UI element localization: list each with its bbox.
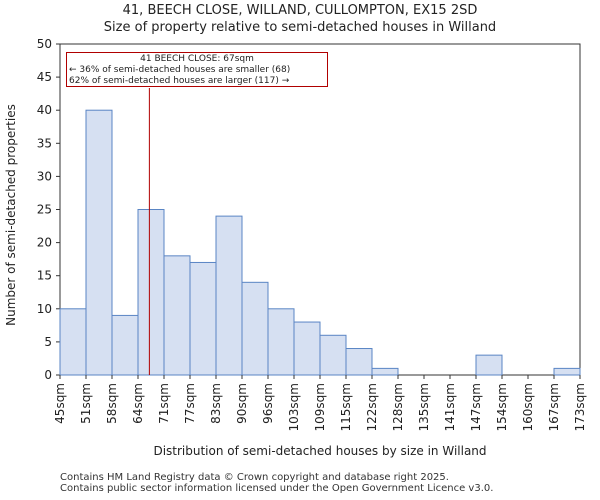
x-tick-label: 71sqm (157, 383, 171, 424)
histogram-bar (319, 334, 347, 376)
x-tick-label: 160sqm (521, 383, 535, 431)
x-tick-label: 135sqm (417, 383, 431, 431)
histogram-bar (85, 109, 113, 376)
histogram-bar (371, 367, 399, 376)
y-tick-label: 15 (37, 269, 52, 283)
x-tick-label: 173sqm (573, 383, 587, 431)
histogram-bar (553, 367, 581, 376)
histogram-bar (293, 321, 321, 376)
histogram-bar (345, 348, 373, 376)
footer-line-2: Contains public sector information licen… (60, 483, 494, 494)
annotation-smaller: ← 36% of semi-detached houses are smalle… (69, 65, 291, 75)
histogram-bar (137, 209, 165, 376)
histogram-bar (59, 308, 87, 376)
x-tick-label: 115sqm (339, 383, 353, 431)
x-tick-label: 128sqm (391, 383, 405, 431)
y-tick-label: 45 (37, 70, 52, 84)
annotation-larger: 62% of semi-detached houses are larger (… (69, 76, 290, 86)
chart-subtitle: Size of property relative to semi-detach… (103, 20, 497, 35)
y-tick-label: 0 (44, 368, 52, 382)
x-tick-label: 90sqm (235, 383, 249, 424)
x-axis-label: Distribution of semi-detached houses by … (153, 444, 487, 458)
annotation-box: 41 BEECH CLOSE: 67sqm ← 36% of semi-deta… (66, 52, 328, 87)
x-tick-label: 122sqm (365, 383, 379, 431)
y-tick-label: 40 (37, 103, 52, 117)
x-tick-label: 51sqm (79, 383, 93, 424)
x-tick-label: 77sqm (183, 383, 197, 424)
x-tick-label: 58sqm (105, 383, 119, 424)
annotation-title: 41 BEECH CLOSE: 67sqm (140, 54, 254, 64)
y-tick-label: 30 (37, 169, 52, 183)
y-axis-label: Number of semi-detached properties (4, 104, 18, 326)
x-tick-label: 154sqm (495, 383, 509, 431)
y-tick-label: 10 (37, 302, 52, 316)
x-tick-label: 96sqm (261, 383, 275, 424)
histogram-bar (475, 354, 503, 376)
histogram-bar (215, 215, 243, 376)
histogram-bar (189, 261, 217, 376)
y-tick-label: 35 (37, 136, 52, 150)
x-tick-label: 141sqm (443, 383, 457, 431)
y-tick-label: 20 (37, 236, 52, 250)
x-tick-label: 109sqm (313, 383, 327, 431)
chart-title: 41, BEECH CLOSE, WILLAND, CULLOMPTON, EX… (122, 3, 478, 18)
y-tick-label: 5 (44, 335, 52, 349)
x-tick-label: 45sqm (53, 383, 67, 424)
x-tick-label: 147sqm (469, 383, 483, 431)
histogram-bar (111, 314, 139, 376)
x-tick-label: 64sqm (131, 383, 145, 424)
x-tick-label: 167sqm (547, 383, 561, 431)
x-tick-label: 103sqm (287, 383, 301, 431)
x-tick-label: 83sqm (209, 383, 223, 424)
y-tick-label: 50 (37, 37, 52, 51)
footer-line-1: Contains HM Land Registry data © Crown c… (60, 472, 449, 483)
histogram-bar (241, 281, 269, 376)
histogram-bar (163, 255, 191, 376)
histogram-bar (267, 308, 295, 376)
y-tick-label: 25 (37, 203, 52, 217)
